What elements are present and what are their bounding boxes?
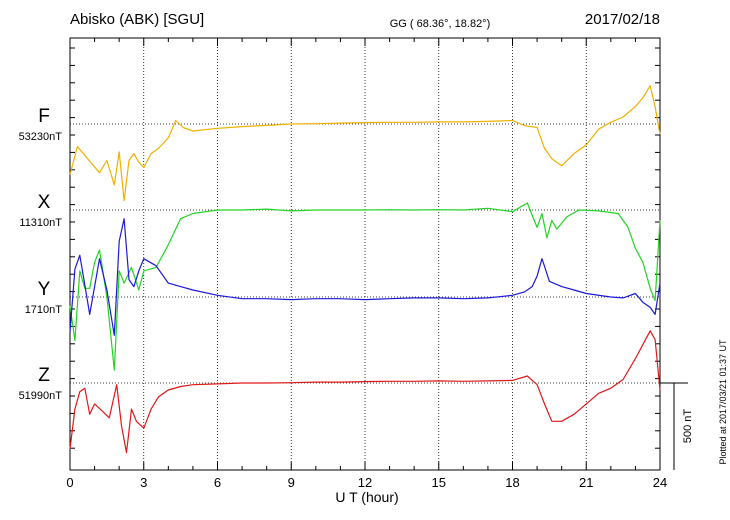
series-lines bbox=[69, 85, 661, 454]
axis-ticks: 0 3 6 9 12 15 18 21 24 bbox=[66, 38, 667, 490]
component-letter: X bbox=[38, 192, 51, 213]
x-tick-label: 9 bbox=[288, 475, 295, 490]
x-tick-label: 15 bbox=[432, 475, 446, 490]
x-tick-label: 3 bbox=[140, 475, 147, 490]
series-line-x bbox=[69, 202, 661, 371]
x-axis-label: U T (hour) bbox=[335, 489, 398, 505]
baseline-value-label: 53230nT bbox=[19, 131, 63, 143]
baseline-value-label: 11310nT bbox=[19, 217, 62, 229]
x-tick-label: 18 bbox=[505, 475, 519, 490]
component-letter: F bbox=[38, 106, 50, 127]
series-line-y bbox=[69, 218, 661, 336]
coordinates-label: GG ( 68.36°, 18.82°) bbox=[390, 18, 491, 30]
plotted-timestamp: Plotted at 2017/03/21 01:37 UT bbox=[718, 339, 728, 465]
x-tick-label: 21 bbox=[579, 475, 593, 490]
x-tick-label: 24 bbox=[653, 475, 667, 490]
station-title: Abisko (ABK) [SGU] bbox=[70, 11, 204, 28]
x-tick-label: 0 bbox=[66, 475, 73, 490]
component-letter: Z bbox=[38, 365, 50, 386]
component-letter: Y bbox=[38, 279, 51, 300]
scale-bar: 500 nT bbox=[660, 382, 694, 470]
plot-grid bbox=[70, 38, 660, 470]
x-tick-label: 6 bbox=[214, 475, 221, 490]
series-line-z bbox=[69, 330, 661, 454]
baseline-value-label: 51990nT bbox=[19, 390, 63, 402]
baseline-value-label: 1710nT bbox=[25, 304, 63, 316]
x-tick-label: 12 bbox=[358, 475, 372, 490]
date-label: 2017/02/18 bbox=[585, 11, 660, 28]
component-labels: F 53230nT X 11310nT Y 1710nT Z 51990nT bbox=[19, 106, 63, 402]
series-line-f bbox=[69, 85, 661, 202]
scale-bar-label: 500 nT bbox=[682, 409, 694, 444]
